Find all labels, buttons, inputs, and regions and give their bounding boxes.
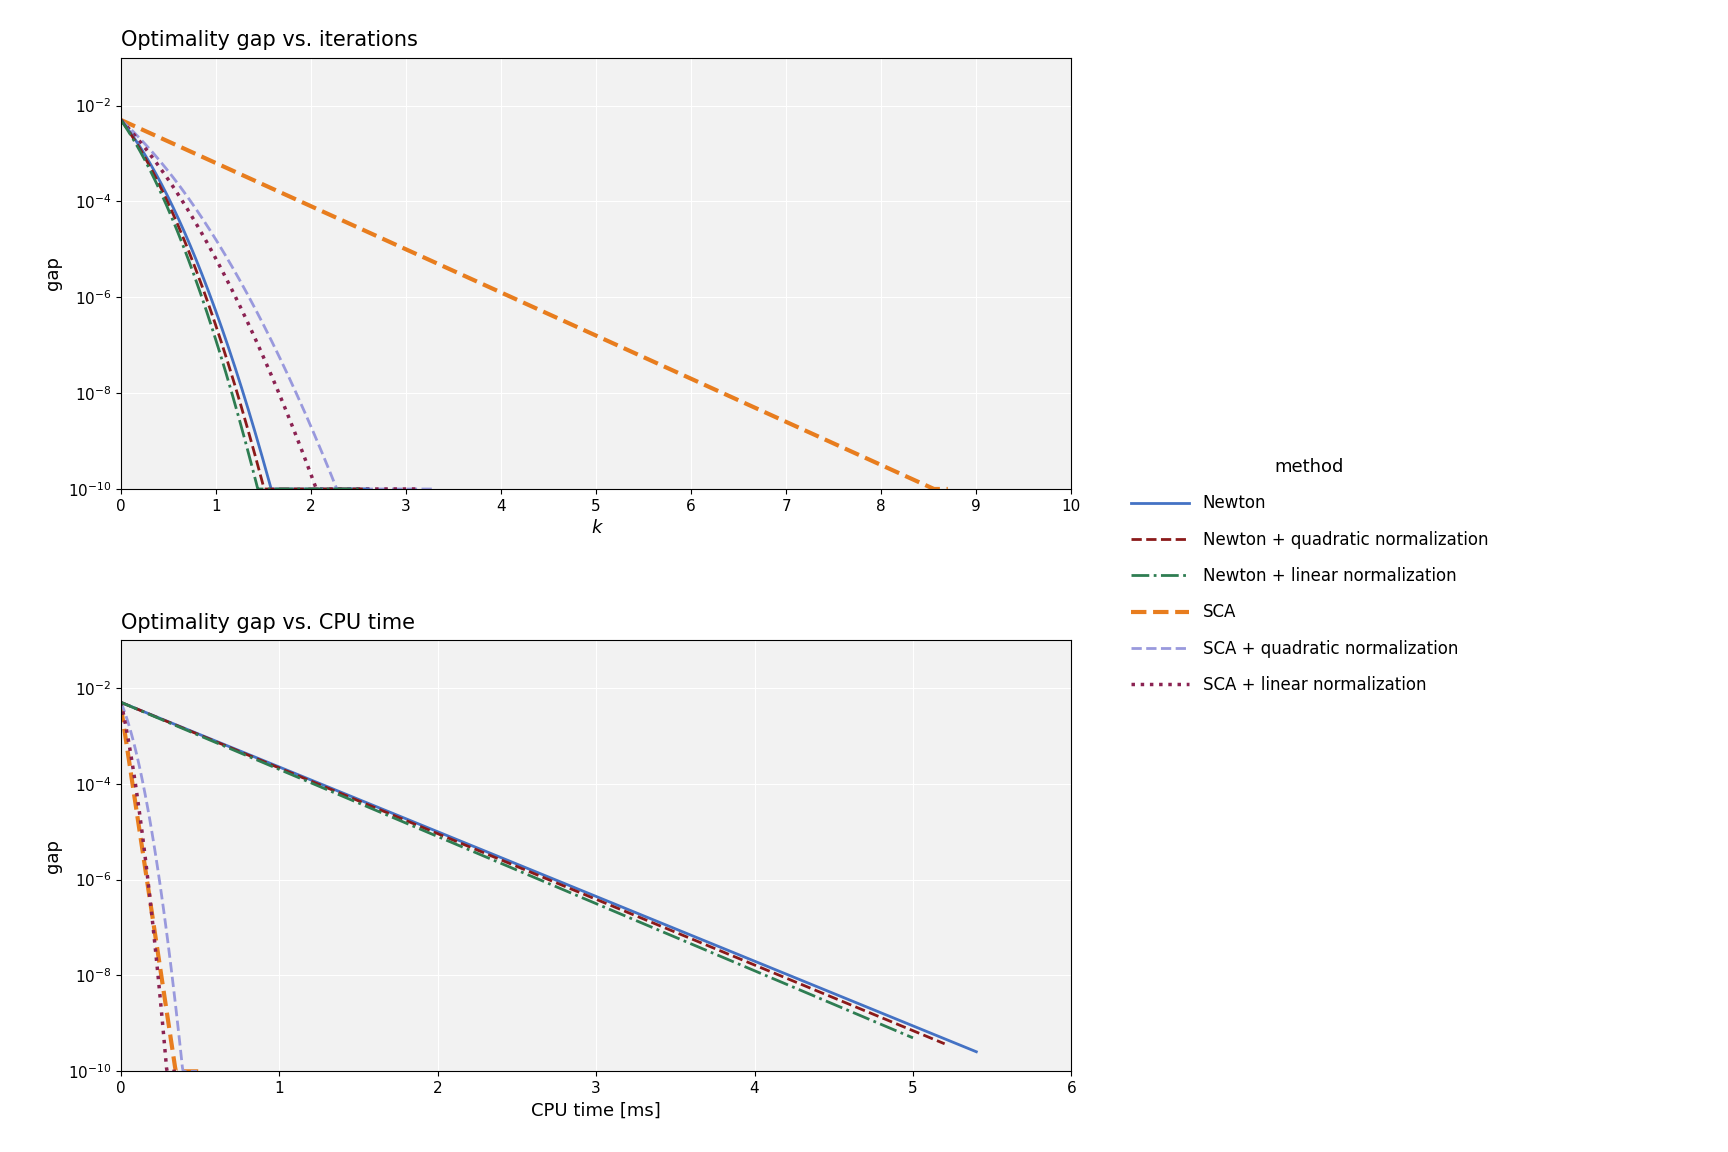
- Y-axis label: gap: gap: [45, 839, 62, 873]
- Text: Optimality gap vs. iterations: Optimality gap vs. iterations: [121, 30, 418, 51]
- Text: Optimality gap vs. CPU time: Optimality gap vs. CPU time: [121, 613, 415, 632]
- Y-axis label: gap: gap: [45, 256, 62, 290]
- Legend: Newton, Newton + quadratic normalization, Newton + linear normalization, SCA, SC: Newton, Newton + quadratic normalization…: [1115, 441, 1505, 711]
- X-axis label: k: k: [591, 520, 601, 537]
- X-axis label: CPU time [ms]: CPU time [ms]: [530, 1101, 662, 1120]
